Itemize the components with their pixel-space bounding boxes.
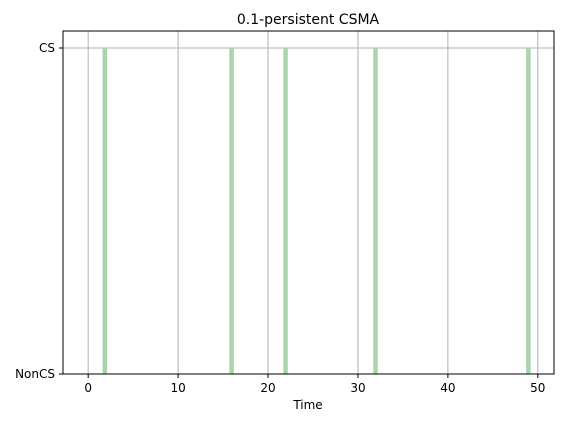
y-tick-label: NonCS	[15, 367, 55, 381]
x-tick-label: 20	[260, 381, 275, 395]
x-tick-label: 40	[440, 381, 455, 395]
y-tick-label: CS	[39, 41, 55, 55]
x-tick-label: 0	[84, 381, 92, 395]
plot-frame	[62, 30, 555, 375]
cs-bar	[283, 48, 288, 374]
cs-bar	[229, 48, 234, 374]
x-axis-label: Time	[292, 398, 322, 412]
chart-title: 0.1-persistent CSMA	[237, 12, 380, 28]
bar-layer	[102, 48, 531, 374]
cs-bar	[373, 48, 378, 374]
x-tick-label: 10	[170, 381, 185, 395]
cs-bar	[102, 48, 108, 374]
cs-bar	[526, 48, 531, 374]
x-tick-label: 50	[530, 381, 545, 395]
x-tick-label: 30	[350, 381, 365, 395]
tick-layer: 0 10 20 30 40 50 CS NonCS	[15, 41, 545, 395]
